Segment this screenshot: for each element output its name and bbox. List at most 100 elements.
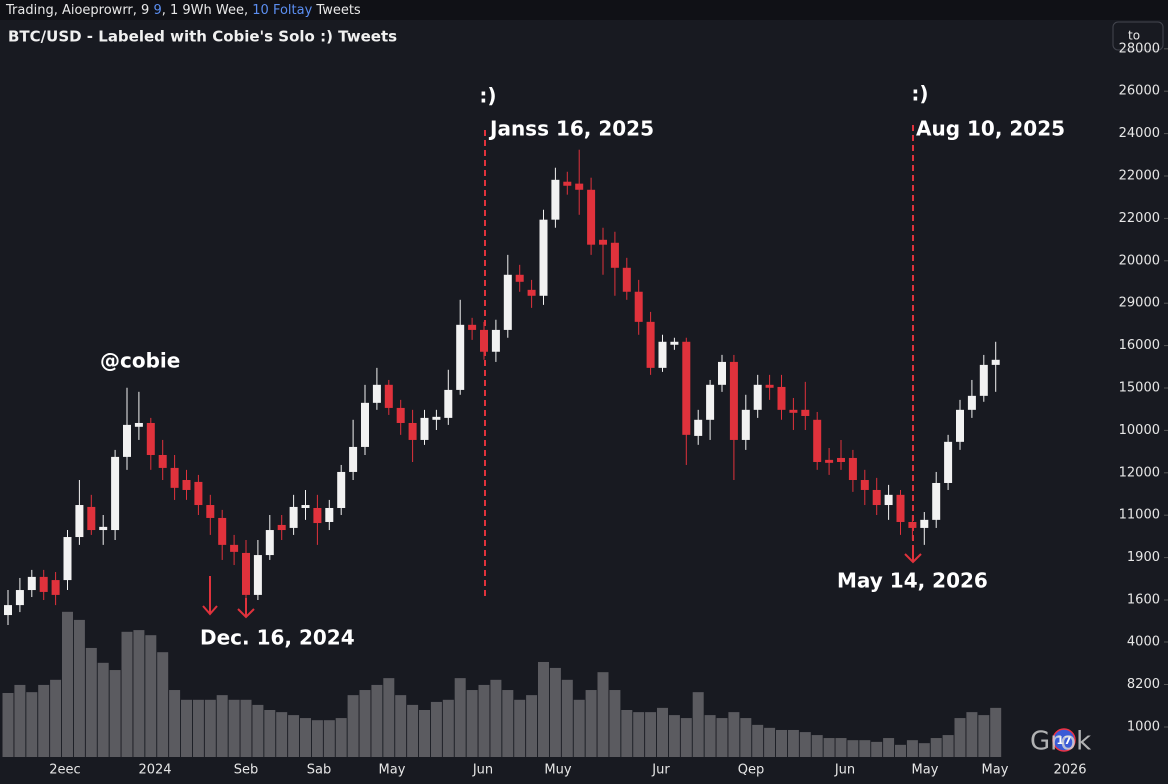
volume-bar	[811, 735, 823, 770]
candle-body	[765, 384, 774, 388]
candle-body	[15, 590, 24, 606]
x-tick-label: May	[912, 763, 939, 778]
candle-body	[908, 521, 917, 528]
candle-body	[349, 446, 358, 472]
header-part: Tweets	[312, 3, 361, 18]
volume-bar	[169, 690, 181, 770]
volume-bar	[740, 718, 752, 770]
candle-body	[503, 274, 512, 330]
x-tick-label: Jun	[834, 763, 855, 778]
candle-body	[587, 189, 596, 245]
candle-body	[825, 459, 834, 463]
volume-bar	[764, 727, 776, 770]
candle-body	[706, 384, 715, 420]
volume-bar	[918, 743, 930, 770]
volume-bar	[835, 738, 847, 770]
y-tick-label: 26000	[1119, 84, 1160, 99]
annotation: :)	[911, 82, 928, 106]
y-tick-label: 11000	[1119, 508, 1160, 523]
volume-bar	[26, 692, 38, 770]
volume-tick-label: 8200	[1127, 677, 1160, 692]
volume-bar	[466, 690, 478, 770]
volume-bar	[145, 635, 157, 770]
annotation: Dec. 16, 2024	[200, 626, 355, 650]
volume-bar	[323, 720, 335, 770]
volume-bar	[966, 712, 978, 770]
candle-body	[51, 580, 60, 595]
candle-body	[670, 341, 679, 345]
annotation: May 14, 2026	[837, 569, 988, 593]
candle-body	[39, 576, 48, 592]
candle-body	[277, 524, 286, 531]
candle-body	[87, 506, 96, 531]
candle-body	[682, 341, 691, 435]
chart-title: BTC/USD - Labeled with Cobie's Solo :) T…	[8, 28, 397, 46]
button-label[interactable]: to	[1128, 29, 1140, 43]
volume-bar	[871, 741, 883, 770]
candle-body	[634, 291, 643, 322]
volume-bar	[752, 724, 764, 770]
candle-body	[777, 386, 786, 410]
candle-body	[741, 409, 750, 440]
candle-body	[599, 239, 607, 245]
y-tick-label: 29000	[1119, 296, 1160, 311]
y-tick-label: 22000	[1119, 169, 1160, 184]
candle-body	[860, 480, 869, 490]
volume-bar	[990, 707, 1002, 770]
candle-body	[301, 505, 310, 508]
volume-bar	[930, 738, 942, 770]
candle-body	[658, 341, 667, 368]
volume-bar	[657, 707, 668, 770]
volume-bar	[335, 718, 347, 770]
candle-body	[111, 456, 120, 531]
candle-body	[991, 359, 1000, 365]
header-part: 10 Foltay	[252, 3, 312, 18]
x-tick-label: Qep	[738, 763, 764, 778]
candle-body	[729, 361, 738, 440]
volume-bar	[38, 684, 50, 770]
volume-bar	[538, 661, 549, 770]
annotation: @cobie	[100, 349, 180, 373]
candle-body	[206, 505, 215, 518]
candle-body	[551, 179, 560, 220]
candle-body	[396, 407, 405, 423]
volume-bar	[395, 695, 407, 770]
volume-bar	[668, 715, 680, 770]
candle-body	[99, 526, 108, 531]
candle-body	[432, 416, 441, 420]
x-tick-label: 2024	[138, 763, 171, 778]
volume-bar	[906, 740, 918, 770]
volume-bar	[359, 690, 371, 770]
volume-bar	[847, 740, 859, 770]
settings-button[interactable]	[1112, 21, 1164, 51]
volume-bar	[823, 738, 835, 770]
x-tick-label: Seb	[234, 763, 259, 778]
volume-bar	[264, 710, 276, 770]
volume-bar	[133, 630, 145, 770]
x-tick-label: Muy	[544, 763, 571, 778]
candle-body	[337, 471, 346, 508]
arrow	[904, 545, 922, 564]
candle-body	[884, 494, 893, 506]
volume-bar	[490, 679, 502, 770]
candle-body	[444, 389, 453, 418]
candle-body	[456, 324, 465, 390]
candle-body	[230, 544, 239, 552]
volume-bar	[704, 715, 716, 770]
volume-bar	[645, 712, 657, 770]
arrow	[202, 576, 218, 616]
candle-body	[837, 457, 845, 462]
badge	[1052, 728, 1076, 752]
volume-bar	[954, 718, 966, 770]
volume-tick-label: 4000	[1127, 635, 1160, 650]
candle-body	[158, 454, 167, 468]
volume-bar	[502, 690, 514, 770]
candle-body	[75, 505, 84, 538]
volume-bar	[311, 720, 323, 770]
volume-bar	[407, 704, 419, 770]
y-tick-label: 15000	[1119, 381, 1160, 396]
candle-body	[813, 419, 822, 462]
candle-body	[63, 537, 72, 581]
